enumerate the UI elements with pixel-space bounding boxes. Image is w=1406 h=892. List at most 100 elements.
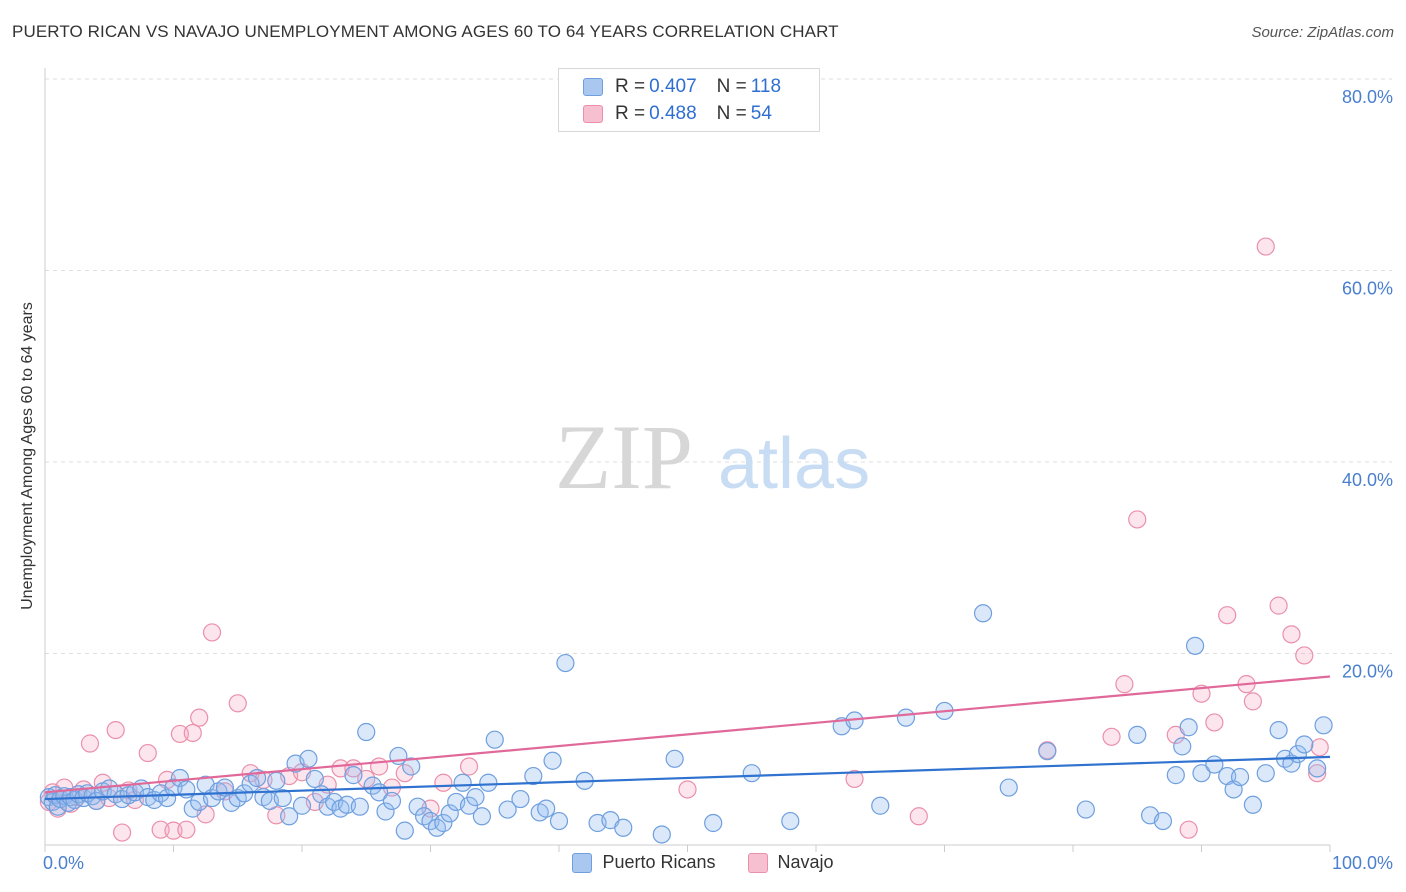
data-point: [434, 813, 453, 833]
stats-row-navajo: R = 0.488 N = 54: [583, 101, 772, 127]
data-point: [280, 807, 299, 826]
data-point: [170, 768, 190, 788]
data-point: [1256, 237, 1275, 256]
data-point: [402, 757, 421, 776]
data-point: [1102, 727, 1121, 746]
y-tick-label: 80.0%: [1342, 87, 1393, 107]
data-point: [292, 796, 312, 815]
source-label: Source: ZipAtlas.com: [1251, 24, 1394, 41]
legend-label: Puerto Ricans: [602, 852, 716, 872]
data-point: [202, 623, 222, 642]
data-point: [1256, 764, 1275, 783]
data-point: [357, 722, 376, 742]
data-point: [1230, 767, 1250, 787]
data-point: [1115, 675, 1134, 694]
r-label: R =: [615, 103, 646, 124]
data-point: [183, 799, 202, 818]
data-point: [267, 771, 286, 790]
stats-legend: R = 0.407 N = 118 R = 0.488 N = 54: [558, 68, 820, 132]
n-label: N =: [716, 103, 747, 124]
data-point: [1308, 764, 1327, 783]
data-point: [543, 751, 562, 770]
data-point: [363, 776, 382, 795]
watermark-zip: ZIP: [555, 406, 693, 508]
data-point: [549, 811, 569, 831]
data-point: [395, 764, 414, 783]
data-point: [350, 797, 369, 816]
data-point: [1218, 606, 1237, 625]
data-point: [1269, 596, 1288, 615]
series-legend: Puerto Ricans Navajo: [0, 852, 1406, 873]
data-point: [459, 757, 479, 776]
data-point: [273, 788, 292, 808]
data-point: [781, 811, 800, 831]
data-point: [1314, 716, 1333, 735]
data-point: [1128, 510, 1147, 529]
y-axis-label: Unemployment Among Ages 60 to 64 years: [19, 302, 36, 610]
data-point: [511, 789, 530, 809]
n-value: 54: [750, 103, 772, 124]
navajo-trend-line: [44, 675, 1331, 794]
data-point: [909, 807, 928, 826]
data-point: [370, 757, 389, 776]
data-point: [408, 797, 427, 816]
data-point: [305, 769, 324, 789]
chart-title: PUERTO RICAN VS NAVAJO UNEMPLOYMENT AMON…: [12, 22, 839, 41]
y-tick-label: 40.0%: [1342, 470, 1393, 490]
data-point: [440, 804, 459, 823]
data-point: [138, 743, 157, 763]
data-point: [1166, 766, 1185, 785]
legend-swatch-pink: [583, 105, 603, 123]
data-point: [524, 766, 543, 786]
data-point: [80, 734, 100, 753]
data-point: [1310, 738, 1329, 757]
data-point: [395, 821, 414, 840]
data-point: [472, 807, 491, 826]
data-point: [228, 694, 247, 713]
data-point: [177, 820, 196, 839]
legend-swatch-pink: [747, 852, 768, 873]
tick-labels: 20.0% 40.0% 60.0% 80.0% 0.0% 100.0%: [43, 87, 1393, 873]
r-value: 0.407: [649, 76, 697, 97]
data-point: [678, 780, 697, 799]
data-point: [1308, 759, 1327, 778]
data-point: [1192, 764, 1211, 783]
legend-item-puerto-ricans[interactable]: Puerto Ricans: [572, 852, 716, 873]
data-point: [704, 813, 723, 833]
y-tick-label: 60.0%: [1342, 279, 1393, 299]
r-value: 0.488: [649, 103, 697, 124]
watermark: ZIP atlas: [555, 406, 870, 508]
data-point: [652, 825, 671, 844]
data-point: [537, 799, 556, 818]
data-point: [344, 766, 363, 785]
puerto-ricans-points: [39, 604, 1333, 844]
data-point: [1128, 725, 1147, 744]
data-point: [151, 820, 170, 839]
x-tick-label-min: 0.0%: [43, 853, 84, 873]
data-point: [871, 796, 890, 815]
data-point: [1173, 737, 1192, 756]
data-point: [1269, 720, 1288, 740]
data-point: [1295, 646, 1314, 665]
data-point: [170, 724, 190, 744]
data-point: [1185, 636, 1205, 655]
y-tick-label: 20.0%: [1342, 662, 1393, 682]
axes: [44, 68, 1331, 852]
data-point: [1243, 692, 1263, 711]
data-point: [1153, 811, 1173, 831]
legend-item-navajo[interactable]: Navajo: [747, 852, 834, 873]
data-point: [190, 708, 209, 727]
data-point: [376, 802, 395, 821]
n-value: 118: [750, 76, 782, 97]
grid-lines: [45, 78, 1392, 654]
data-point: [556, 653, 575, 673]
data-point: [614, 818, 633, 837]
data-point: [485, 730, 504, 749]
data-point: [999, 778, 1018, 797]
data-point: [164, 821, 183, 840]
navajo-points: [39, 237, 1329, 842]
data-point: [845, 769, 864, 789]
data-point: [466, 788, 485, 807]
data-point: [498, 800, 517, 819]
